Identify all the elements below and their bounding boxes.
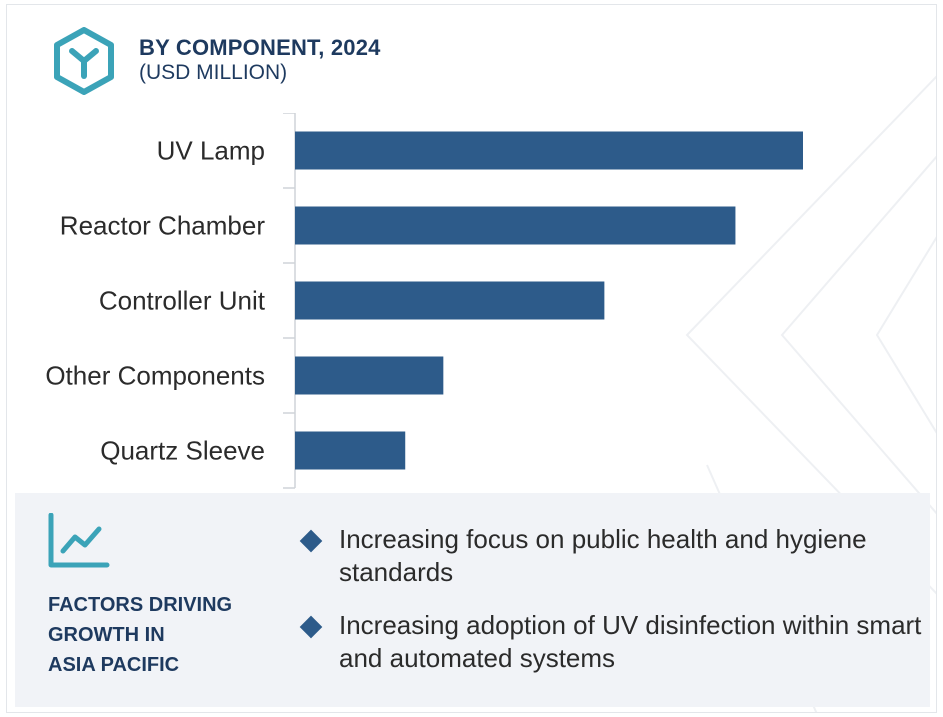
bar: [295, 431, 406, 470]
component-bar-chart: UV Lamp Reactor Chamber Controller Unit Oth…: [45, 113, 803, 489]
category-label: Reactor Chamber: [60, 211, 266, 241]
factor-item: Increasing adoption of UV disinfection w…: [297, 609, 927, 675]
category-label: Other Components: [45, 361, 265, 391]
category-label: Quartz Sleeve: [100, 436, 265, 466]
bar: [295, 356, 444, 395]
infographic-frame: BY COMPONENT, 2024 (USD MILLION) UV Lamp…: [6, 4, 937, 713]
chart-subtitle: (USD MILLION): [139, 61, 288, 84]
factor-text: Increasing adoption of UV disinfection w…: [339, 610, 922, 673]
bar: [295, 281, 605, 320]
factors-title-line: GROWTH IN: [48, 624, 165, 646]
line-chart-icon: [48, 513, 110, 568]
category-label: Controller Unit: [99, 286, 266, 316]
diamond-bullet-icon: [299, 615, 323, 639]
factors-title: FACTORS DRIVING GROWTH IN ASIA PACIFIC: [48, 590, 268, 680]
factor-text: Increasing focus on public health and hy…: [339, 524, 867, 587]
bar: [295, 131, 803, 170]
category-label: UV Lamp: [157, 136, 265, 166]
growth-factors-panel: FACTORS DRIVING GROWTH IN ASIA PACIFIC I…: [15, 493, 930, 707]
diamond-bullet-icon: [299, 529, 323, 553]
bar: [295, 206, 736, 245]
chart-title: BY COMPONENT, 2024: [139, 35, 381, 60]
y-hexagon-logo-icon: [54, 27, 114, 95]
factor-item: Increasing focus on public health and hy…: [297, 523, 927, 589]
factors-list: Increasing focus on public health and hy…: [297, 523, 927, 695]
factors-title-line: FACTORS DRIVING: [48, 594, 233, 616]
factors-title-line: ASIA PACIFIC: [48, 654, 180, 676]
